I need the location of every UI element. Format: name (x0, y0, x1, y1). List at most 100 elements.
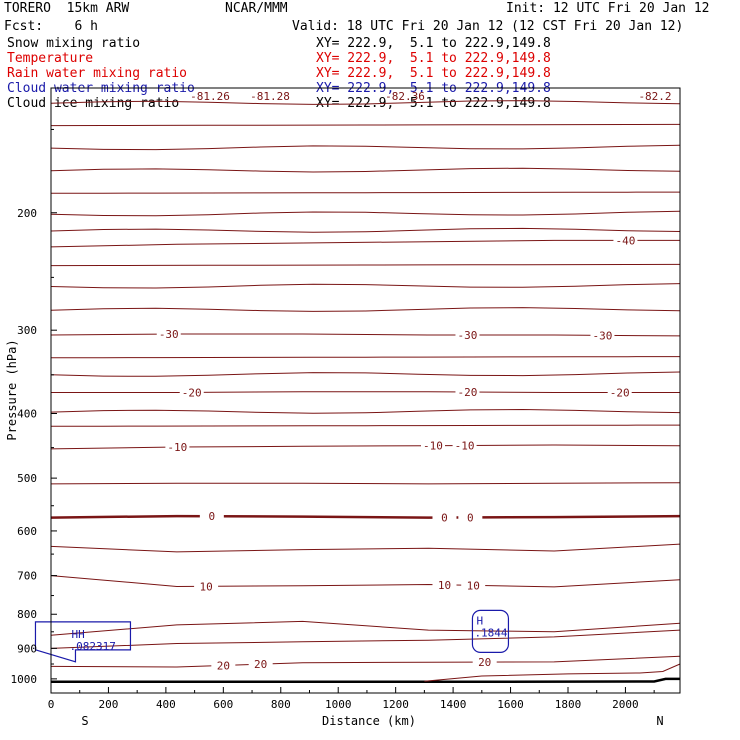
terrain-line (51, 677, 680, 684)
isotherm-label-bg (455, 327, 480, 340)
isotherm-label-bg (194, 579, 219, 592)
isotherm-line (51, 424, 681, 427)
isotherm-10 (50, 575, 681, 588)
x-tick-label: 600 (213, 698, 233, 711)
axes: 0 200 400 600 800 1000 1200 1400 1600 1800 2000200… (11, 128, 655, 711)
isotherm-label-bg (432, 577, 457, 590)
forecast-hour: Fcst: 6 h (4, 19, 98, 34)
isotherm-line (50, 356, 681, 359)
x-tick-label: 200 (99, 698, 119, 711)
cloud-water-contour (34, 621, 132, 663)
top-labels: -81.26 -81.28 -82.36 -82.2 (190, 90, 671, 103)
isotherm-label: -10 (455, 439, 475, 452)
x-axis-label: Distance (km) (322, 714, 416, 728)
isotherm-label-bg (432, 510, 457, 523)
y-tick-label: 300 (17, 324, 37, 337)
field-temperature-label: Temperature (7, 51, 94, 66)
plot-frame (50, 87, 681, 694)
top-contour-label: -82.2 (638, 90, 671, 103)
isotherm-line (50, 307, 681, 312)
field-rain-label: Rain water mixing ratio (7, 66, 188, 81)
isotherm-label: -20 (458, 386, 478, 399)
isotherm-label-bg (156, 327, 181, 340)
isotherm-label-bg (420, 438, 445, 451)
x-tick-label: 2000 (612, 698, 639, 711)
isotherm-line (50, 227, 681, 233)
isotherm-label: -10 (423, 440, 443, 453)
isotherm-label-bg (461, 578, 486, 591)
field-rain-xy: XY= 222.9, 5.1 to 222.9,149.8 (316, 66, 551, 81)
isotherm-label-bg (455, 384, 480, 397)
cloud-water-max-value: .082317 (69, 640, 115, 653)
field-temperature-xy: XY= 222.9, 5.1 to 222.9,149.8 (316, 51, 551, 66)
isotherm-label: 20 (254, 658, 267, 671)
isotherm-line (50, 167, 681, 173)
y-axis-label: Pressure (hPa) (5, 339, 19, 440)
isotherm--20 (51, 391, 680, 393)
isotherm-label: 20 (217, 659, 230, 672)
top-contour-label: -81.26 (190, 90, 230, 103)
isotherm-line (50, 191, 681, 194)
isotherm-line (50, 629, 681, 649)
isotherm-label-bg (458, 510, 483, 523)
isotherm-label: 0 (441, 512, 448, 525)
isotherm-label: -40 (615, 234, 635, 247)
y-tick-label: 600 (17, 525, 37, 538)
isotherm-line (50, 144, 681, 151)
isotherm-label: -30 (159, 328, 179, 341)
isotherm-line (50, 543, 681, 553)
isotherm-line (50, 620, 681, 636)
isotherm-line (50, 371, 681, 377)
isotherm-label-bg (452, 438, 477, 451)
x-tick-label: 0 (48, 698, 55, 711)
isotherm-line (50, 123, 681, 127)
field-cloudice-label: Cloud ice mixing ratio (7, 96, 180, 111)
isotherm-label: 20 (478, 656, 491, 669)
isotherm-label-bg (590, 328, 615, 341)
isotherm-label-bg (613, 233, 638, 246)
isotherm-line (50, 263, 681, 267)
y-tick-label: 500 (17, 472, 37, 485)
isotherm-0 (50, 514, 681, 519)
isotherm-label-bg (179, 385, 204, 398)
isotherm--10 (50, 444, 681, 450)
cloud-water-max-value: .1844 (474, 626, 507, 639)
center-label: NCAR/MMM (225, 1, 288, 16)
isotherm-label: -10 (167, 441, 187, 454)
init-time: Init: 12 UTC Fri 20 Jan 12 (506, 1, 710, 16)
isotherm-label-bg (607, 385, 632, 398)
isotherm-label: -30 (593, 329, 613, 342)
isotherm--40 (50, 239, 680, 248)
top-contour-label: -81.28 (250, 90, 290, 103)
x-tick-label: 400 (156, 698, 176, 711)
model-title: TORERO 15km ARW (4, 1, 130, 16)
y-tick-label: 200 (17, 207, 37, 220)
cloud-water-layer: HH.082317 H.1844 (34, 609, 510, 663)
isotherm-label: -30 (458, 329, 478, 342)
x-tick-label: 1000 (325, 698, 352, 711)
isotherm-label: 0 (467, 511, 474, 524)
y-tick-label: 900 (17, 642, 37, 655)
x-tick-label: 1800 (555, 698, 582, 711)
north-endpoint-label: N (656, 714, 663, 728)
isotherm-label: 10 (199, 580, 212, 593)
valid-time: Valid: 18 UTC Fri 20 Jan 12 (12 CST Fri … (292, 19, 684, 34)
isotherm-label-bg (248, 657, 273, 670)
cloud-water-max-mark: HH (71, 628, 84, 641)
isotherm--30 (50, 333, 681, 337)
isotherm-line (50, 100, 681, 105)
y-tick-label: 700 (17, 570, 37, 583)
isotherm-label-bg (472, 655, 497, 668)
cloud-water-max-mark: H (476, 614, 483, 627)
isotherm-line (50, 210, 681, 217)
y-tick-label: 800 (17, 608, 37, 621)
isotherm-layer: -40 -30 -30 -30 -20 -20 -20 -10 -10 -10 0 0 0 10 10 10 2… (50, 100, 681, 684)
south-endpoint-label: S (81, 714, 88, 728)
x-tick-label: 1600 (497, 698, 524, 711)
isotherm-label: 0 (209, 510, 216, 523)
x-tick-label: 1400 (440, 698, 467, 711)
y-tick-label: 400 (17, 408, 37, 421)
x-tick-label: 800 (271, 698, 291, 711)
isotherm-20 (50, 655, 681, 668)
